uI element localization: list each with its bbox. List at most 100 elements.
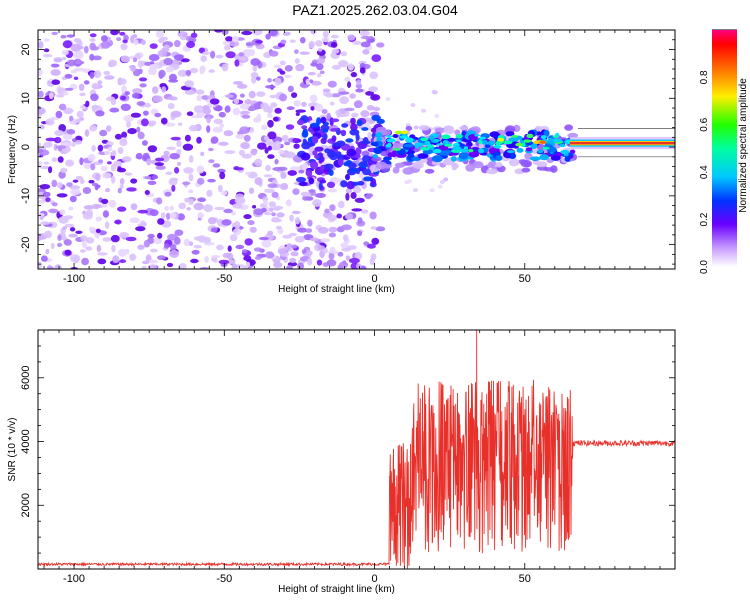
heatmap-cell: [260, 102, 269, 110]
heatmap-cell: [184, 134, 191, 142]
heatmap-cell: [231, 35, 239, 43]
heatmap-cell: [91, 144, 96, 152]
heatmap-cell: [326, 181, 336, 188]
heatmap-cell: [498, 135, 504, 138]
heatmap-cell: [495, 162, 503, 168]
heatmap-cell: [136, 126, 141, 133]
heatmap-cell: [524, 162, 531, 168]
heatmap-cell: [315, 193, 326, 198]
heatmap-cell: [564, 155, 571, 162]
heatmap-cell: [60, 34, 67, 39]
bot-x-tick-label: -100: [63, 573, 85, 585]
colorbar-label: Normalized spectral amplitude: [738, 78, 749, 213]
heatmap-cell: [363, 176, 373, 182]
heatmap-cell: [224, 150, 236, 155]
heatmap-cell: [345, 138, 354, 143]
heatmap-cell: [232, 203, 243, 209]
heatmap-cell: [121, 131, 128, 139]
heatmap-cell: [385, 97, 391, 101]
heatmap-cell: [233, 55, 245, 60]
heatmap-cell: [418, 125, 430, 131]
heatmap-cell: [98, 159, 104, 163]
heatmap-cell: [305, 228, 313, 234]
heatmap-cell: [268, 30, 278, 37]
heatmap-cell: [202, 51, 210, 56]
heatmap-cell: [291, 244, 298, 249]
heatmap-cell: [392, 134, 399, 138]
heatmap-cell: [329, 246, 336, 254]
heatmap-cell: [349, 93, 356, 99]
heatmap-cell: [373, 147, 383, 155]
heatmap-cell: [365, 91, 375, 96]
heatmap-cell: [214, 105, 223, 112]
heatmap-cell: [331, 118, 340, 123]
heatmap-cell: [316, 63, 324, 71]
heatmap-cell: [272, 116, 279, 122]
heatmap-cell: [431, 89, 437, 94]
heatmap-cell: [455, 134, 463, 139]
heatmap-cell: [138, 68, 143, 75]
heatmap-cell: [130, 65, 136, 72]
heatmap-cell: [166, 262, 174, 268]
heatmap-cell: [42, 54, 53, 58]
heatmap-cell: [201, 95, 210, 100]
heatmap-cell: [357, 217, 363, 224]
heatmap-cell: [285, 199, 292, 207]
heatmap-cell: [227, 245, 232, 252]
heatmap-cell: [345, 173, 350, 181]
heatmap-cell: [439, 151, 450, 156]
heatmap-cell: [487, 140, 495, 146]
heatmap-cell: [193, 244, 202, 249]
heatmap-cell: [320, 137, 327, 144]
heatmap-cell: [221, 219, 232, 226]
heatmap-cell: [345, 192, 350, 201]
heatmap-cell: [51, 31, 58, 36]
heatmap-cell: [58, 124, 66, 132]
heatmap-cell: [188, 173, 194, 182]
heatmap-cell: [360, 35, 371, 40]
heatmap-cell: [160, 117, 168, 125]
heatmap-cell: [417, 153, 429, 159]
heatmap-cell: [366, 105, 375, 111]
heatmap-cell: [219, 123, 225, 128]
heatmap-cell: [149, 248, 158, 253]
heatmap-cell: [263, 174, 273, 178]
heatmap-cell: [148, 67, 157, 76]
heatmap-cell: [340, 242, 349, 249]
heatmap-cell: [215, 54, 224, 59]
heatmap-cell: [82, 187, 92, 194]
heatmap-cell: [371, 237, 380, 245]
heatmap-cell: [169, 205, 174, 211]
heatmap-cell: [298, 181, 308, 187]
heatmap-cell: [149, 61, 155, 65]
heatmap-cell: [447, 137, 456, 142]
heatmap-cell: [315, 40, 323, 47]
heatmap-cell: [224, 105, 231, 113]
heatmap-cell: [436, 143, 444, 146]
heatmap-cell: [211, 255, 220, 259]
heatmap-cell: [249, 226, 257, 233]
heatmap-cell: [301, 130, 309, 138]
heatmap-cell: [543, 167, 555, 172]
heatmap-cell: [154, 112, 162, 118]
heatmap-cell: [305, 169, 313, 177]
heatmap-cell: [521, 167, 531, 173]
heatmap-cell: [300, 152, 311, 161]
heatmap-cell: [231, 263, 238, 269]
heatmap-cell: [310, 80, 322, 86]
heatmap-cell: [59, 209, 66, 216]
heatmap-cell: [151, 86, 159, 94]
heatmap-cell: [305, 78, 310, 85]
heatmap-cell: [157, 49, 168, 58]
heatmap-cell: [144, 190, 150, 195]
heatmap-cell: [66, 34, 75, 38]
heatmap-cell: [352, 40, 362, 45]
heatmap-cell: [257, 142, 267, 150]
heatmap-cell: [459, 148, 469, 153]
heatmap-cell: [468, 149, 474, 153]
heatmap-cell: [156, 197, 163, 205]
heatmap-cell: [54, 130, 65, 136]
heatmap-cell: [79, 92, 86, 97]
heatmap-cell: [229, 234, 238, 242]
heatmap-cell: [552, 135, 559, 139]
